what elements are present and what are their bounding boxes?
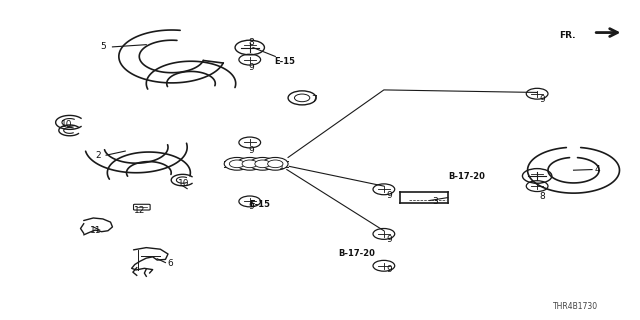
Circle shape: [255, 160, 270, 168]
Circle shape: [229, 160, 244, 168]
Text: 3: 3: [432, 197, 438, 206]
Circle shape: [288, 91, 316, 105]
Text: 1: 1: [279, 162, 285, 171]
Circle shape: [294, 94, 310, 102]
Text: 10: 10: [178, 180, 189, 188]
Text: 9: 9: [540, 95, 545, 104]
Circle shape: [250, 157, 275, 170]
Text: THR4B1730: THR4B1730: [553, 302, 598, 311]
Text: 9: 9: [249, 202, 255, 211]
Text: 10: 10: [61, 120, 72, 129]
Circle shape: [242, 160, 257, 168]
Circle shape: [268, 160, 283, 168]
Text: 5: 5: [100, 42, 106, 52]
Circle shape: [237, 157, 262, 170]
Circle shape: [224, 157, 250, 170]
Text: 7: 7: [311, 95, 317, 104]
Text: 6: 6: [167, 259, 173, 268]
Text: 12: 12: [134, 206, 145, 215]
Text: 9: 9: [386, 190, 392, 200]
Text: 8: 8: [540, 192, 545, 201]
Text: 9: 9: [249, 146, 255, 155]
Text: 9: 9: [386, 235, 392, 244]
Text: 11: 11: [90, 226, 101, 235]
Text: 2: 2: [95, 151, 101, 160]
Text: 8: 8: [249, 38, 255, 47]
Circle shape: [262, 157, 288, 170]
Text: B-17-20: B-17-20: [449, 172, 485, 181]
FancyBboxPatch shape: [134, 204, 150, 210]
Text: E-15: E-15: [275, 57, 296, 66]
Text: FR.: FR.: [559, 31, 576, 40]
Text: B-17-20: B-17-20: [339, 249, 376, 258]
Text: 4: 4: [595, 165, 600, 174]
Text: E-15: E-15: [249, 200, 270, 209]
Text: 9: 9: [249, 63, 255, 72]
Text: 9: 9: [386, 265, 392, 275]
